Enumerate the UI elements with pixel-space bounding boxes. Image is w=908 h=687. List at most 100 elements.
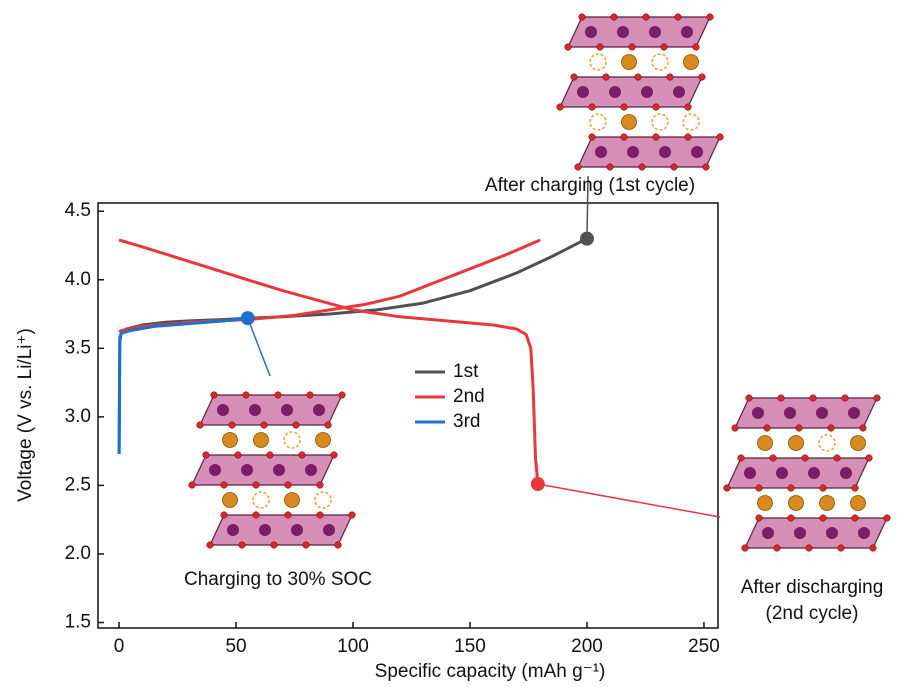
oxygen bbox=[235, 452, 242, 459]
oxygen bbox=[253, 512, 260, 519]
metal bbox=[858, 527, 870, 539]
oxygen bbox=[724, 485, 731, 492]
oxygen bbox=[239, 542, 246, 549]
y-axis-label: Voltage (V vs. Li/Li⁺) bbox=[15, 328, 36, 502]
oxygen bbox=[589, 104, 596, 111]
metal bbox=[577, 86, 589, 98]
vacancy bbox=[819, 435, 835, 451]
oxygen bbox=[820, 485, 827, 492]
chart: Specific capacity (mAh g⁻¹) Voltage (V v… bbox=[0, 0, 908, 687]
oxygen bbox=[717, 134, 724, 141]
metal bbox=[641, 86, 653, 98]
oxygen bbox=[738, 455, 745, 462]
oxygen bbox=[303, 542, 310, 549]
metal bbox=[609, 86, 621, 98]
oxygen bbox=[629, 44, 636, 51]
oxygen bbox=[565, 44, 572, 51]
oxygen bbox=[838, 545, 845, 552]
oxygen bbox=[828, 425, 835, 432]
x-tick-label: 250 bbox=[688, 636, 720, 657]
ion bbox=[622, 55, 637, 70]
oxygen bbox=[667, 74, 674, 81]
vacancy bbox=[253, 492, 269, 508]
vacancy bbox=[590, 114, 606, 130]
oxygen bbox=[317, 482, 324, 489]
metal bbox=[305, 464, 317, 476]
metal bbox=[784, 407, 796, 419]
oxygen bbox=[203, 452, 210, 459]
oxygen bbox=[874, 395, 881, 402]
oxygen bbox=[810, 395, 817, 402]
annotation-text: After charging (1st cycle) bbox=[485, 175, 695, 196]
metal bbox=[691, 146, 703, 158]
crystal-structure bbox=[724, 395, 891, 552]
oxygen bbox=[852, 485, 859, 492]
oxygen bbox=[221, 512, 228, 519]
oxygen bbox=[661, 44, 668, 51]
y-tick-label: 4.0 bbox=[65, 269, 91, 290]
metal bbox=[241, 464, 253, 476]
oxygen bbox=[653, 104, 660, 111]
oxygen bbox=[870, 545, 877, 552]
oxygen bbox=[643, 14, 650, 21]
legend-label: 1st bbox=[453, 361, 479, 382]
metal bbox=[249, 404, 261, 416]
metal bbox=[794, 527, 806, 539]
ion bbox=[789, 496, 804, 511]
annotation-text: After discharging(2nd cycle) bbox=[741, 577, 884, 624]
vacancy bbox=[284, 432, 300, 448]
oxygen bbox=[693, 44, 700, 51]
oxygen bbox=[267, 452, 274, 459]
oxygen bbox=[207, 542, 214, 549]
metal bbox=[681, 26, 693, 38]
metal bbox=[776, 467, 788, 479]
oxygen bbox=[607, 164, 614, 171]
oxygen bbox=[806, 545, 813, 552]
oxygen bbox=[820, 515, 827, 522]
oxygen bbox=[253, 482, 260, 489]
oxygen bbox=[579, 14, 586, 21]
oxygen bbox=[703, 164, 710, 171]
crystal-structure bbox=[557, 14, 724, 171]
oxygen bbox=[788, 515, 795, 522]
oxygen bbox=[611, 14, 618, 21]
metal bbox=[259, 524, 271, 536]
oxygen bbox=[764, 425, 771, 432]
oxygen bbox=[685, 134, 692, 141]
oxygen bbox=[742, 545, 749, 552]
oxygen bbox=[293, 422, 300, 429]
oxygen bbox=[778, 395, 785, 402]
oxygen bbox=[842, 395, 849, 402]
oxygen bbox=[675, 14, 682, 21]
ion bbox=[223, 493, 238, 508]
ion bbox=[622, 115, 637, 130]
ion bbox=[820, 496, 835, 511]
oxygen bbox=[557, 104, 564, 111]
ion bbox=[851, 496, 866, 511]
crystal-structure bbox=[189, 392, 356, 549]
metal bbox=[281, 404, 293, 416]
metal bbox=[617, 26, 629, 38]
oxygen bbox=[671, 164, 678, 171]
metal bbox=[840, 467, 852, 479]
oxygen bbox=[866, 455, 873, 462]
metal bbox=[659, 146, 671, 158]
metal bbox=[673, 86, 685, 98]
y-tick-label: 2.0 bbox=[65, 543, 91, 564]
oxygen bbox=[653, 134, 660, 141]
ion bbox=[684, 55, 699, 70]
oxygen bbox=[621, 134, 628, 141]
x-tick-label: 0 bbox=[114, 636, 125, 657]
metal bbox=[808, 467, 820, 479]
oxygen bbox=[796, 425, 803, 432]
oxygen bbox=[884, 515, 891, 522]
metal bbox=[744, 467, 756, 479]
y-tick-label: 1.5 bbox=[65, 612, 91, 633]
oxygen bbox=[261, 422, 268, 429]
ion bbox=[316, 433, 331, 448]
oxygen bbox=[707, 14, 714, 21]
ion bbox=[285, 493, 300, 508]
ion bbox=[758, 436, 773, 451]
oxygen bbox=[802, 455, 809, 462]
series-line bbox=[119, 239, 587, 454]
